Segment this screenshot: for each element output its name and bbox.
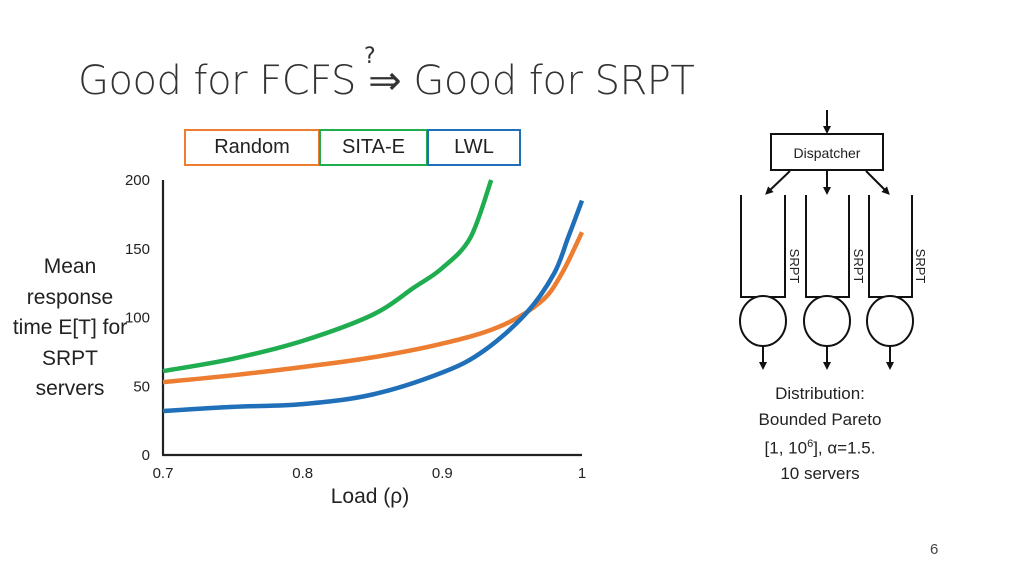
tick-labels: 0 50 100 150 200 0.7 0.8 0.9 1 xyxy=(125,172,586,482)
series-line-sita-e xyxy=(162,179,494,374)
y-tick-label: 50 xyxy=(133,378,150,395)
x-tick-label: 0.8 xyxy=(292,465,313,482)
x-tick-label: 1 xyxy=(578,465,586,482)
y-tick-label: 150 xyxy=(125,241,150,258)
legend-label: Random xyxy=(214,136,290,158)
dispatcher-label: Dispatcher xyxy=(794,145,861,161)
distribution-line-4: 10 servers xyxy=(780,464,860,484)
server-label-3: SRPT xyxy=(913,249,928,284)
distribution-exponent: 6 xyxy=(807,438,814,450)
page-number: 6 xyxy=(930,541,939,558)
dispatch-arrow-right xyxy=(865,170,890,195)
server-label-1: SRPT xyxy=(787,249,802,284)
distribution-line-3-prefix: [1, 10 xyxy=(764,438,808,458)
x-tick-label: 0.9 xyxy=(432,465,453,482)
legend-label: SITA-E xyxy=(342,136,405,158)
series-line-random xyxy=(162,231,585,385)
server-circle-3 xyxy=(866,295,914,347)
y-tick-label: 200 xyxy=(125,172,150,189)
distribution-line-3-suffix: ], α=1.5. xyxy=(813,438,876,458)
server-2: SRPT xyxy=(803,195,866,370)
y-axis-label: Mean response time E[T] for SRPT servers xyxy=(12,255,128,400)
server-label-2: SRPT xyxy=(851,249,866,284)
legend-label: LWL xyxy=(454,136,494,158)
queue-1 xyxy=(740,195,786,298)
queue-3 xyxy=(868,195,913,298)
dispatch-arrow-left xyxy=(765,170,791,195)
series-line-lwl xyxy=(162,199,585,414)
series-lines xyxy=(162,179,585,414)
slide-title: Good for FCFS ⇒ Good for SRPT xyxy=(78,58,695,104)
dispatcher-box xyxy=(770,133,884,171)
distribution-line-1: Distribution: xyxy=(775,384,865,403)
x-tick-label: 0.7 xyxy=(153,465,174,482)
title-question-mark: ? xyxy=(364,44,376,69)
x-axis-label: Load (ρ) xyxy=(330,485,410,508)
legend-item-lwl: LWL xyxy=(427,129,521,166)
distribution-line-3: [1, 106], α=1.5. xyxy=(740,432,900,461)
distribution-line-2: Bounded Pareto xyxy=(758,409,882,429)
server-1: SRPT xyxy=(739,195,802,370)
y-tick-label: 100 xyxy=(125,310,150,327)
server-3: SRPT xyxy=(866,195,928,370)
queue-2 xyxy=(805,195,850,298)
y-tick-label: 0 xyxy=(142,447,150,464)
distribution-caption: Distribution: Bounded Pareto [1, 106], α… xyxy=(740,381,900,487)
server-circle-1 xyxy=(739,295,787,347)
server-circle-2 xyxy=(803,295,851,347)
